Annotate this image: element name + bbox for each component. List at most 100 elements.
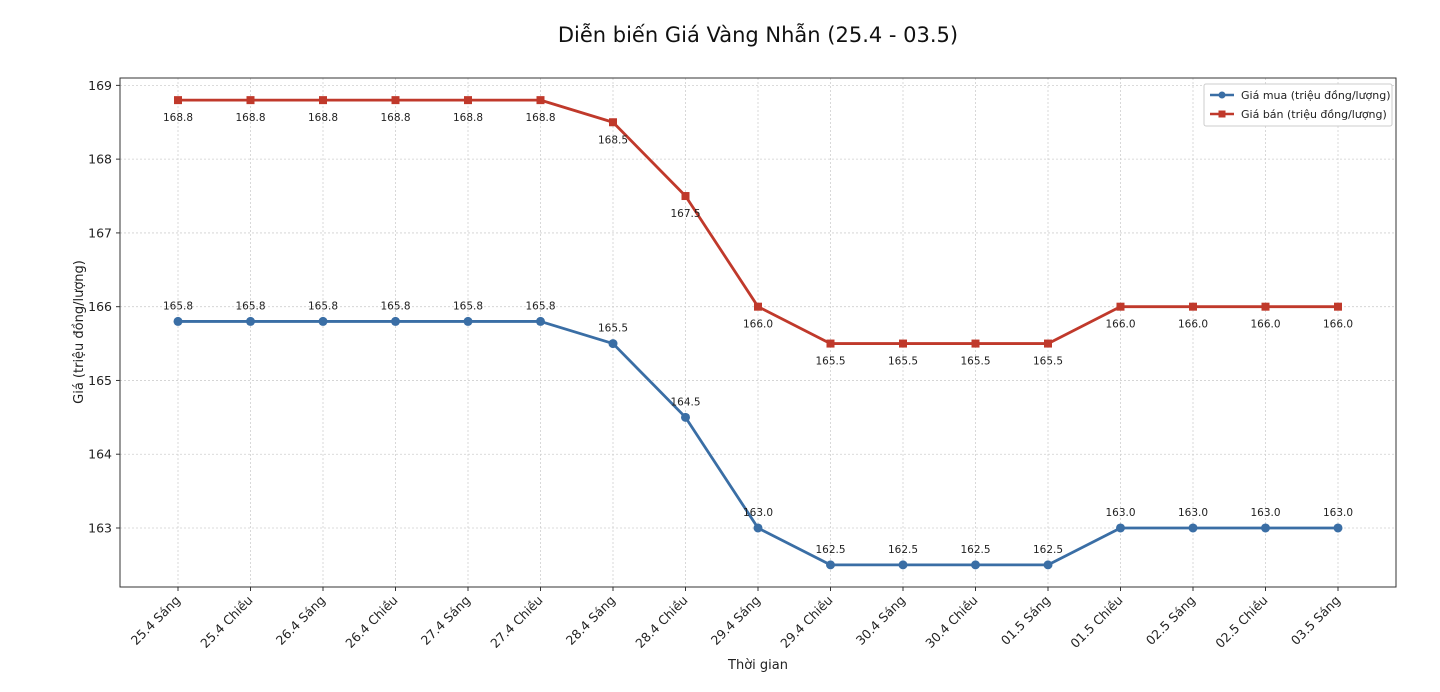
- data-label: 165.8: [525, 300, 555, 312]
- data-label: 165.8: [163, 300, 193, 312]
- data-label: 166.0: [743, 319, 773, 331]
- x-tick-label: 01.5 Chiều: [1067, 593, 1125, 651]
- data-point: [1189, 302, 1197, 311]
- x-tick-label: 27.4 Chiều: [487, 593, 545, 651]
- y-tick-label: 166: [88, 299, 112, 314]
- chart-title: Diễn biến Giá Vàng Nhẫn (25.4 - 03.5): [558, 22, 958, 47]
- legend-box: [1203, 83, 1393, 127]
- data-point: [319, 96, 327, 105]
- data-point: [898, 560, 908, 570]
- data-label: 163.0: [1105, 507, 1135, 519]
- data-label: 165.5: [960, 356, 990, 368]
- data-point: [173, 316, 183, 326]
- data-point: [753, 523, 763, 533]
- data-label: 166.0: [1105, 319, 1135, 331]
- data-label: 168.8: [235, 112, 265, 124]
- x-tick-label: 27.4 Sáng: [418, 593, 473, 648]
- data-point: [609, 118, 617, 127]
- x-axis-label: Thời gian: [727, 658, 788, 673]
- x-tick-label: 28.4 Chiều: [632, 593, 690, 651]
- data-point: [971, 339, 980, 348]
- y-axis: 163 164 165 166 167 168 169: [88, 78, 120, 535]
- data-labels: 165.8 165.8 165.8 165.8 165.8 165.8 165.5 164.5…: [163, 112, 1353, 556]
- y-tick-label: 167: [88, 225, 112, 240]
- data-point: [463, 316, 473, 326]
- x-tick-label: 02.5 Chiều: [1212, 593, 1270, 651]
- data-point: [899, 339, 907, 348]
- data-point: [536, 96, 545, 105]
- data-point: [318, 316, 328, 326]
- data-label: 163.0: [1250, 507, 1280, 519]
- data-label: 168.8: [453, 112, 483, 124]
- data-label: 168.5: [598, 134, 628, 146]
- data-label: 168.8: [525, 112, 555, 124]
- data-point: [826, 339, 835, 348]
- data-label: 165.5: [815, 356, 845, 368]
- grid-layer: [120, 78, 1396, 587]
- data-point: [826, 560, 835, 570]
- y-tick-label: 165: [88, 373, 112, 388]
- x-tick-label: 03.5 Sáng: [1288, 593, 1343, 648]
- x-tick-label: 02.5 Sáng: [1143, 593, 1198, 648]
- legend: Giá mua (triệu đồng/lượng) Giá bán (triệ…: [1203, 83, 1393, 127]
- data-label: 166.0: [1250, 319, 1280, 331]
- data-label: 163.0: [1178, 507, 1208, 519]
- data-label: 163.0: [1323, 507, 1353, 519]
- x-tick-label: 26.4 Chiều: [342, 593, 400, 651]
- data-point: [1116, 523, 1125, 533]
- data-label: 168.8: [308, 112, 338, 124]
- data-label: 164.5: [670, 396, 700, 408]
- data-point: [681, 192, 690, 201]
- data-label: 165.5: [888, 356, 918, 368]
- data-point: [391, 96, 400, 105]
- x-tick-label: 26.4 Sáng: [273, 593, 328, 648]
- data-label: 165.8: [308, 300, 338, 312]
- data-point: [1261, 523, 1270, 533]
- data-label: 166.0: [1178, 319, 1208, 331]
- data-point: [1261, 302, 1270, 311]
- x-axis: 25.4 Sáng 25.4 Chiều 26.4 Sáng 26.4 Chiều 27…: [128, 587, 1343, 651]
- data-label: 165.8: [453, 300, 483, 312]
- data-point: [681, 412, 690, 422]
- x-tick-label: 29.4 Chiều: [777, 593, 835, 651]
- data-label: 168.8: [380, 112, 410, 124]
- data-point: [536, 316, 545, 326]
- data-label: 165.8: [380, 300, 410, 312]
- x-tick-label: 30.4 Sáng: [853, 593, 908, 648]
- data-point: [1333, 523, 1343, 533]
- data-point: [1334, 302, 1342, 311]
- series-layer: [173, 96, 1343, 570]
- x-tick-label: 25.4 Chiều: [197, 593, 255, 651]
- data-label: 168.8: [163, 112, 193, 124]
- legend-marker-sell: [1218, 110, 1226, 118]
- data-point: [1116, 302, 1125, 311]
- data-label: 162.5: [1033, 544, 1063, 556]
- x-tick-label: 28.4 Sáng: [563, 593, 618, 648]
- x-tick-label: 29.4 Sáng: [708, 593, 763, 648]
- data-point: [754, 302, 762, 311]
- x-tick-label: 30.4 Chiều: [922, 593, 980, 651]
- data-point: [246, 96, 255, 105]
- data-point: [971, 560, 980, 570]
- y-tick-label: 168: [88, 152, 112, 167]
- data-point: [464, 96, 472, 105]
- data-point: [1043, 560, 1053, 570]
- data-point: [391, 316, 400, 326]
- data-label: 165.8: [235, 300, 265, 312]
- data-label: 167.5: [670, 208, 700, 220]
- data-point: [1044, 339, 1052, 348]
- data-label: 165.5: [1033, 356, 1063, 368]
- legend-label-buy: Giá mua (triệu đồng/lượng): [1241, 89, 1391, 102]
- x-tick-label: 25.4 Sáng: [128, 593, 183, 648]
- data-label: 162.5: [960, 544, 990, 556]
- data-point: [246, 316, 255, 326]
- legend-label-sell: Giá bán (triệu đồng/lượng): [1241, 108, 1387, 121]
- y-tick-label: 163: [88, 520, 112, 535]
- data-point: [1188, 523, 1198, 533]
- y-tick-label: 169: [88, 78, 112, 93]
- data-point: [174, 96, 182, 105]
- data-label: 162.5: [888, 544, 918, 556]
- data-label: 163.0: [743, 507, 773, 519]
- data-label: 162.5: [815, 544, 845, 556]
